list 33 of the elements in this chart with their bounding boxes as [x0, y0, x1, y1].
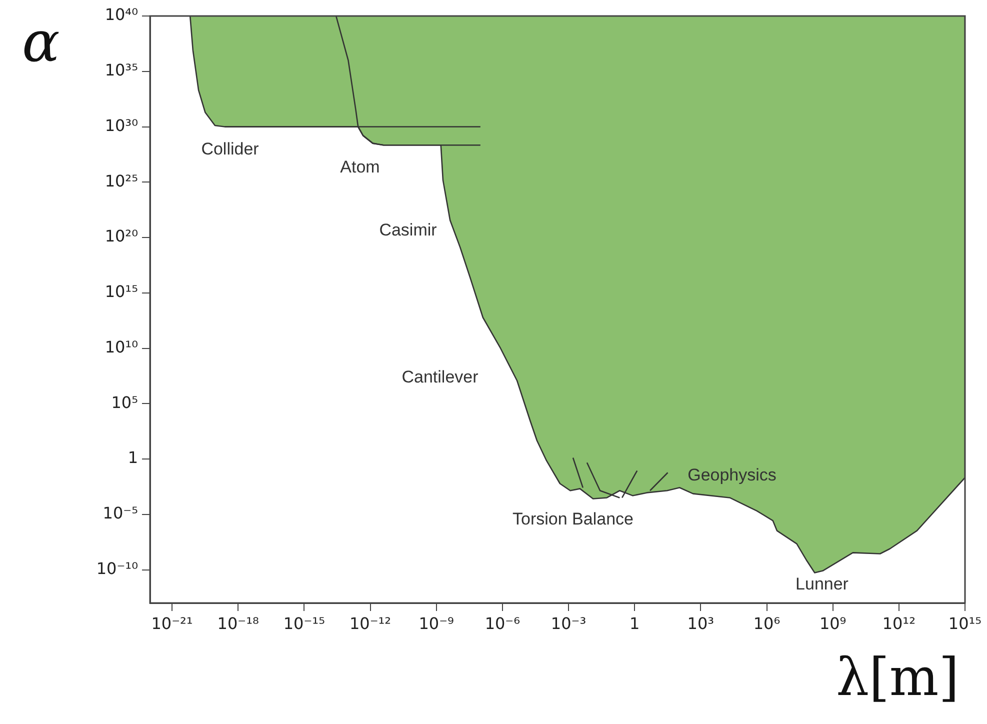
annotation: Casimir [379, 220, 438, 240]
x-tick-label: 10⁻¹² [349, 614, 392, 633]
y-tick-label: 10²⁰ [104, 226, 138, 246]
annotation: Atom [340, 158, 380, 177]
annotation: Lunner [796, 574, 849, 594]
x-tick-label: 10⁻³ [550, 614, 586, 633]
y-tick-label: 10⁻⁵ [102, 504, 138, 523]
x-tick-label: 10⁶ [753, 614, 780, 633]
x-tick-label: 10⁹ [819, 614, 846, 633]
y-tick-label: 1 [128, 448, 138, 468]
y-tick-label: 10²⁵ [104, 171, 138, 190]
x-axis-title: λ[m] [836, 648, 959, 708]
x-tick-label: 10⁻⁹ [418, 614, 454, 633]
x-tick-label: 10⁻⁶ [484, 614, 520, 633]
y-tick-label: 10⁵ [111, 392, 138, 412]
y-tick-label: 10³⁰ [104, 116, 138, 135]
x-tick-label: 1 [630, 614, 640, 633]
annotation: Geophysics [688, 466, 776, 485]
y-axis-title: α [22, 10, 60, 75]
x-tick-label: 10⁻²¹ [151, 614, 193, 633]
x-tick-label: 10³ [687, 614, 714, 633]
x-tick-label: 10¹⁵ [948, 614, 982, 633]
y-tick-label: 10³⁵ [104, 60, 138, 80]
y-tick-label: 10¹⁰ [104, 337, 138, 356]
y-tick-label: 10¹⁵ [104, 282, 138, 302]
x-tick-label: 10¹² [882, 614, 916, 633]
annotation: Collider [201, 140, 260, 159]
x-tick-label: 10⁻¹⁸ [217, 614, 259, 633]
y-tick-label: 10⁻¹⁰ [96, 558, 138, 578]
y-tick-label: 10⁴⁰ [104, 5, 138, 24]
annotation: Cantilever [402, 368, 479, 387]
annotation: Torsion Balance [512, 510, 634, 529]
x-tick-label: 10⁻¹⁵ [283, 614, 326, 633]
